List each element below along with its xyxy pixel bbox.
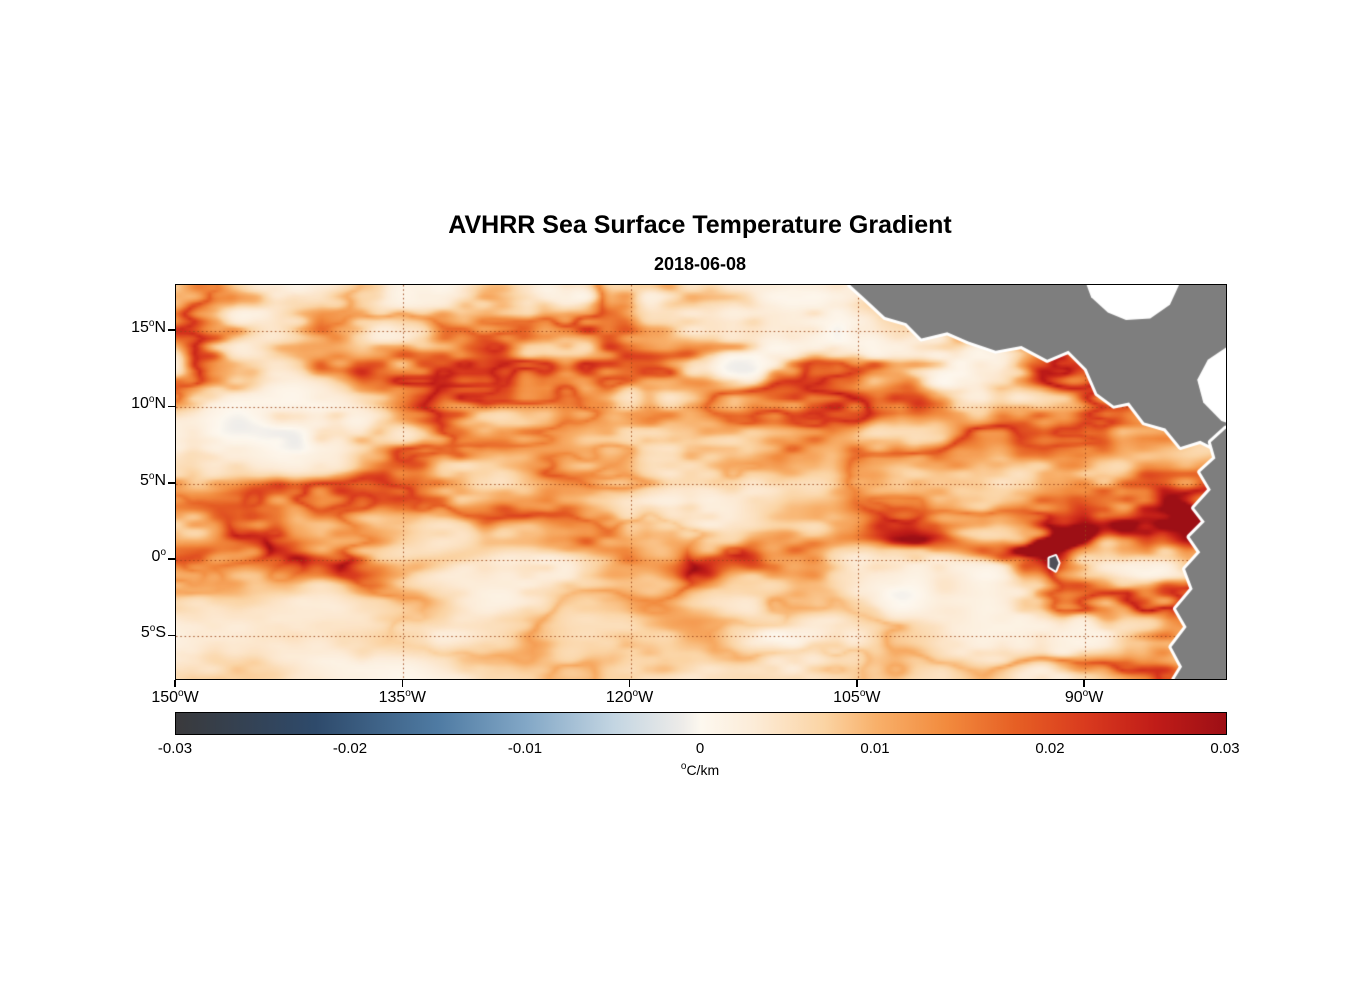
y-tick-label: 10oN — [131, 394, 166, 413]
x-tick-mark — [856, 680, 858, 687]
degree-symbol: o — [148, 317, 155, 329]
x-tick-label: 90oW — [1064, 688, 1104, 706]
colorbar-tick-label: 0 — [695, 740, 705, 757]
degree-symbol: o — [178, 688, 184, 699]
colorbar-unit-label: oC/km — [600, 761, 800, 778]
degree-symbol: o — [405, 688, 411, 699]
y-tick-label: 5oS — [140, 623, 166, 642]
x-tick-mark — [174, 680, 176, 687]
colorbar-unit-text: C/km — [686, 762, 720, 778]
degree-symbol: o — [160, 546, 166, 558]
x-tick-mark — [628, 680, 631, 687]
colorbar-tick-label: 0.01 — [860, 740, 890, 757]
x-tick-mark — [401, 680, 404, 687]
x-tick-label: 150oW — [151, 688, 199, 706]
degree-symbol: o — [632, 688, 639, 699]
x-tick-label: 120oW — [605, 688, 654, 706]
figure-title: AVHRR Sea Surface Temperature Gradient — [448, 211, 952, 239]
y-tick-mark — [168, 329, 175, 331]
x-tick-mark — [1083, 680, 1085, 687]
colorbar-tick-label: -0.03 — [157, 740, 193, 757]
x-tick-label: 135oW — [378, 688, 426, 706]
y-tick-label: 5oN — [139, 470, 166, 489]
degree-symbol: o — [680, 761, 687, 772]
degree-symbol: o — [148, 394, 155, 406]
y-tick-mark — [168, 405, 175, 408]
colorbar — [175, 712, 1227, 735]
degree-symbol: o — [859, 688, 866, 699]
y-tick-mark — [168, 634, 175, 637]
colorbar-tick-label: -0.01 — [507, 740, 543, 757]
colorbar-tick-label: 0.02 — [1035, 740, 1065, 757]
x-tick-label: 105oW — [833, 688, 881, 706]
y-tick-mark — [168, 558, 175, 560]
y-tick-label: 0o — [151, 546, 166, 565]
figure-subtitle: 2018-06-08 — [653, 254, 747, 274]
colorbar-tick-label: -0.02 — [332, 740, 368, 757]
colorbar-tick-label: 0.03 — [1210, 740, 1240, 757]
map-plot — [175, 284, 1227, 680]
degree-symbol: o — [149, 623, 156, 635]
sst-gradient-map-canvas — [176, 285, 1226, 679]
degree-symbol: o — [148, 470, 155, 482]
y-tick-mark — [168, 482, 175, 484]
degree-symbol: o — [1082, 688, 1089, 699]
y-tick-label: 15oN — [131, 317, 166, 336]
